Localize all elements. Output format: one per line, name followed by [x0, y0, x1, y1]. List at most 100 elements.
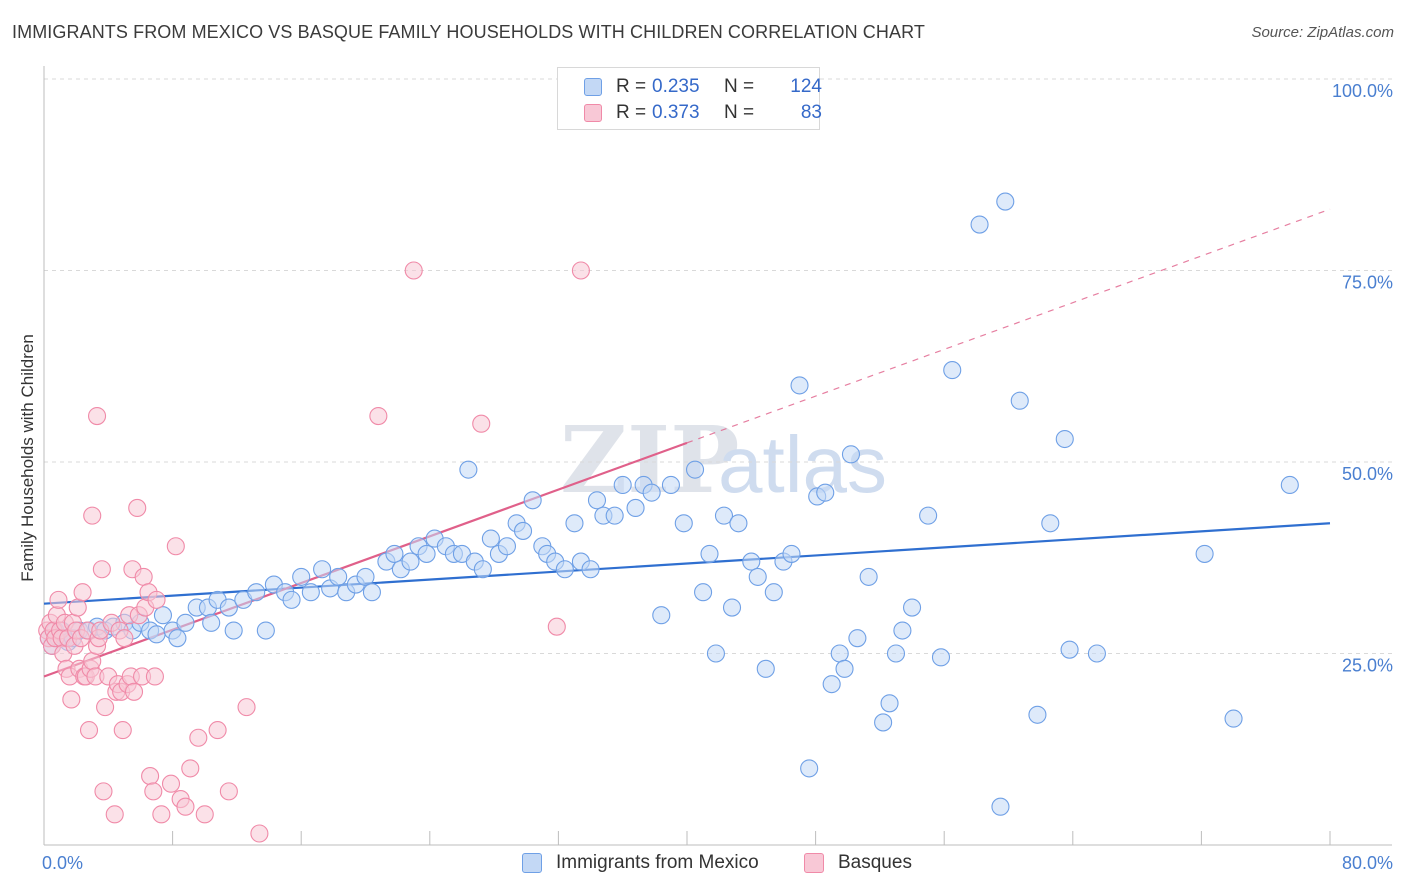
data-point	[970, 215, 989, 234]
data-point	[356, 567, 375, 586]
trend-line-0	[43, 522, 1331, 605]
series-legend-label-mexico: Immigrants from Mexico	[556, 852, 759, 873]
data-point	[565, 514, 584, 533]
y-tick-label: 75.0%	[1342, 273, 1393, 293]
data-point	[841, 445, 861, 464]
data-point	[555, 560, 574, 579]
legend-n-label: N =	[724, 76, 755, 97]
source-label: Source: ZipAtlas.com	[1251, 24, 1394, 41]
data-point	[73, 583, 92, 602]
data-point	[1060, 640, 1079, 659]
data-point	[748, 567, 767, 586]
data-point	[219, 782, 238, 801]
data-point	[700, 544, 719, 563]
data-point	[134, 567, 153, 586]
data-point	[587, 491, 607, 510]
data-point	[1087, 644, 1106, 663]
data-point	[674, 514, 693, 533]
data-point	[943, 361, 962, 380]
y-tick-label: 50.0%	[1342, 464, 1393, 484]
watermark: ZIP atlas	[560, 406, 887, 514]
data-point	[292, 567, 311, 586]
data-point	[362, 583, 381, 602]
data-point	[49, 590, 68, 609]
legend-r-value-basques: 0.373	[652, 102, 700, 123]
data-point	[208, 721, 227, 740]
data-point	[613, 475, 632, 495]
data-point	[848, 629, 867, 648]
series-legend-swatch-basques	[804, 853, 824, 873]
data-point	[219, 598, 238, 617]
data-point	[581, 560, 600, 579]
data-point	[1028, 705, 1047, 724]
stats-legend: R = 0.235 N = 124 R = 0.373 N = 83	[557, 67, 822, 130]
data-point	[605, 506, 624, 525]
data-point	[247, 583, 266, 602]
data-point	[1055, 429, 1074, 449]
data-point	[742, 552, 761, 571]
series-legend-label-basques: Basques	[838, 852, 912, 873]
data-point	[729, 514, 748, 533]
data-point	[642, 483, 661, 502]
data-point	[764, 583, 783, 602]
data-point	[822, 675, 841, 694]
data-point	[685, 460, 705, 479]
data-point	[79, 721, 99, 740]
data-point	[153, 606, 173, 625]
data-point	[301, 583, 320, 602]
data-point	[195, 805, 214, 824]
data-point	[161, 774, 181, 793]
data-point	[96, 698, 115, 717]
data-point	[931, 648, 951, 667]
data-point	[92, 560, 111, 579]
legend-r-label: R =	[616, 76, 647, 97]
data-point	[329, 567, 348, 586]
data-point	[401, 552, 420, 571]
data-point	[835, 659, 854, 678]
data-point	[385, 544, 404, 563]
series-legend-swatch-mexico	[522, 853, 542, 873]
data-point	[83, 506, 102, 525]
data-point	[168, 629, 187, 648]
data-point	[237, 698, 256, 717]
data-point	[145, 667, 164, 686]
data-point	[166, 537, 185, 556]
data-point	[626, 498, 645, 518]
data-point	[497, 537, 517, 556]
watermark-atlas: atlas	[718, 420, 887, 509]
data-point	[481, 529, 500, 548]
data-point	[250, 824, 269, 843]
data-point	[124, 682, 144, 701]
data-point	[547, 617, 566, 636]
x-tick-label: 80.0%	[1342, 853, 1393, 873]
data-point	[661, 475, 680, 495]
data-point	[706, 644, 725, 663]
data-point	[105, 805, 124, 824]
data-point	[991, 797, 1010, 816]
data-point	[652, 606, 671, 625]
data-point	[147, 625, 166, 644]
legend-n-value-basques: 83	[800, 102, 822, 123]
data-point	[880, 694, 899, 713]
data-point	[189, 728, 208, 747]
data-point	[152, 805, 171, 824]
data-point	[473, 560, 492, 579]
data-point	[1280, 475, 1299, 495]
data-point	[919, 506, 938, 525]
data-point	[83, 652, 102, 671]
data-point	[996, 192, 1015, 211]
data-point	[141, 767, 160, 786]
data-point	[417, 544, 436, 563]
legend-swatch-mexico	[584, 78, 602, 96]
data-point	[694, 583, 713, 602]
y-tick-label: 100.0%	[1332, 81, 1393, 101]
data-point	[68, 598, 87, 617]
data-point	[1224, 709, 1243, 728]
data-point	[722, 598, 742, 617]
data-point	[472, 414, 491, 433]
legend-n-label: N =	[724, 102, 755, 123]
data-point	[816, 483, 835, 502]
data-point	[113, 721, 132, 740]
y-tick-label: 25.0%	[1342, 656, 1393, 676]
